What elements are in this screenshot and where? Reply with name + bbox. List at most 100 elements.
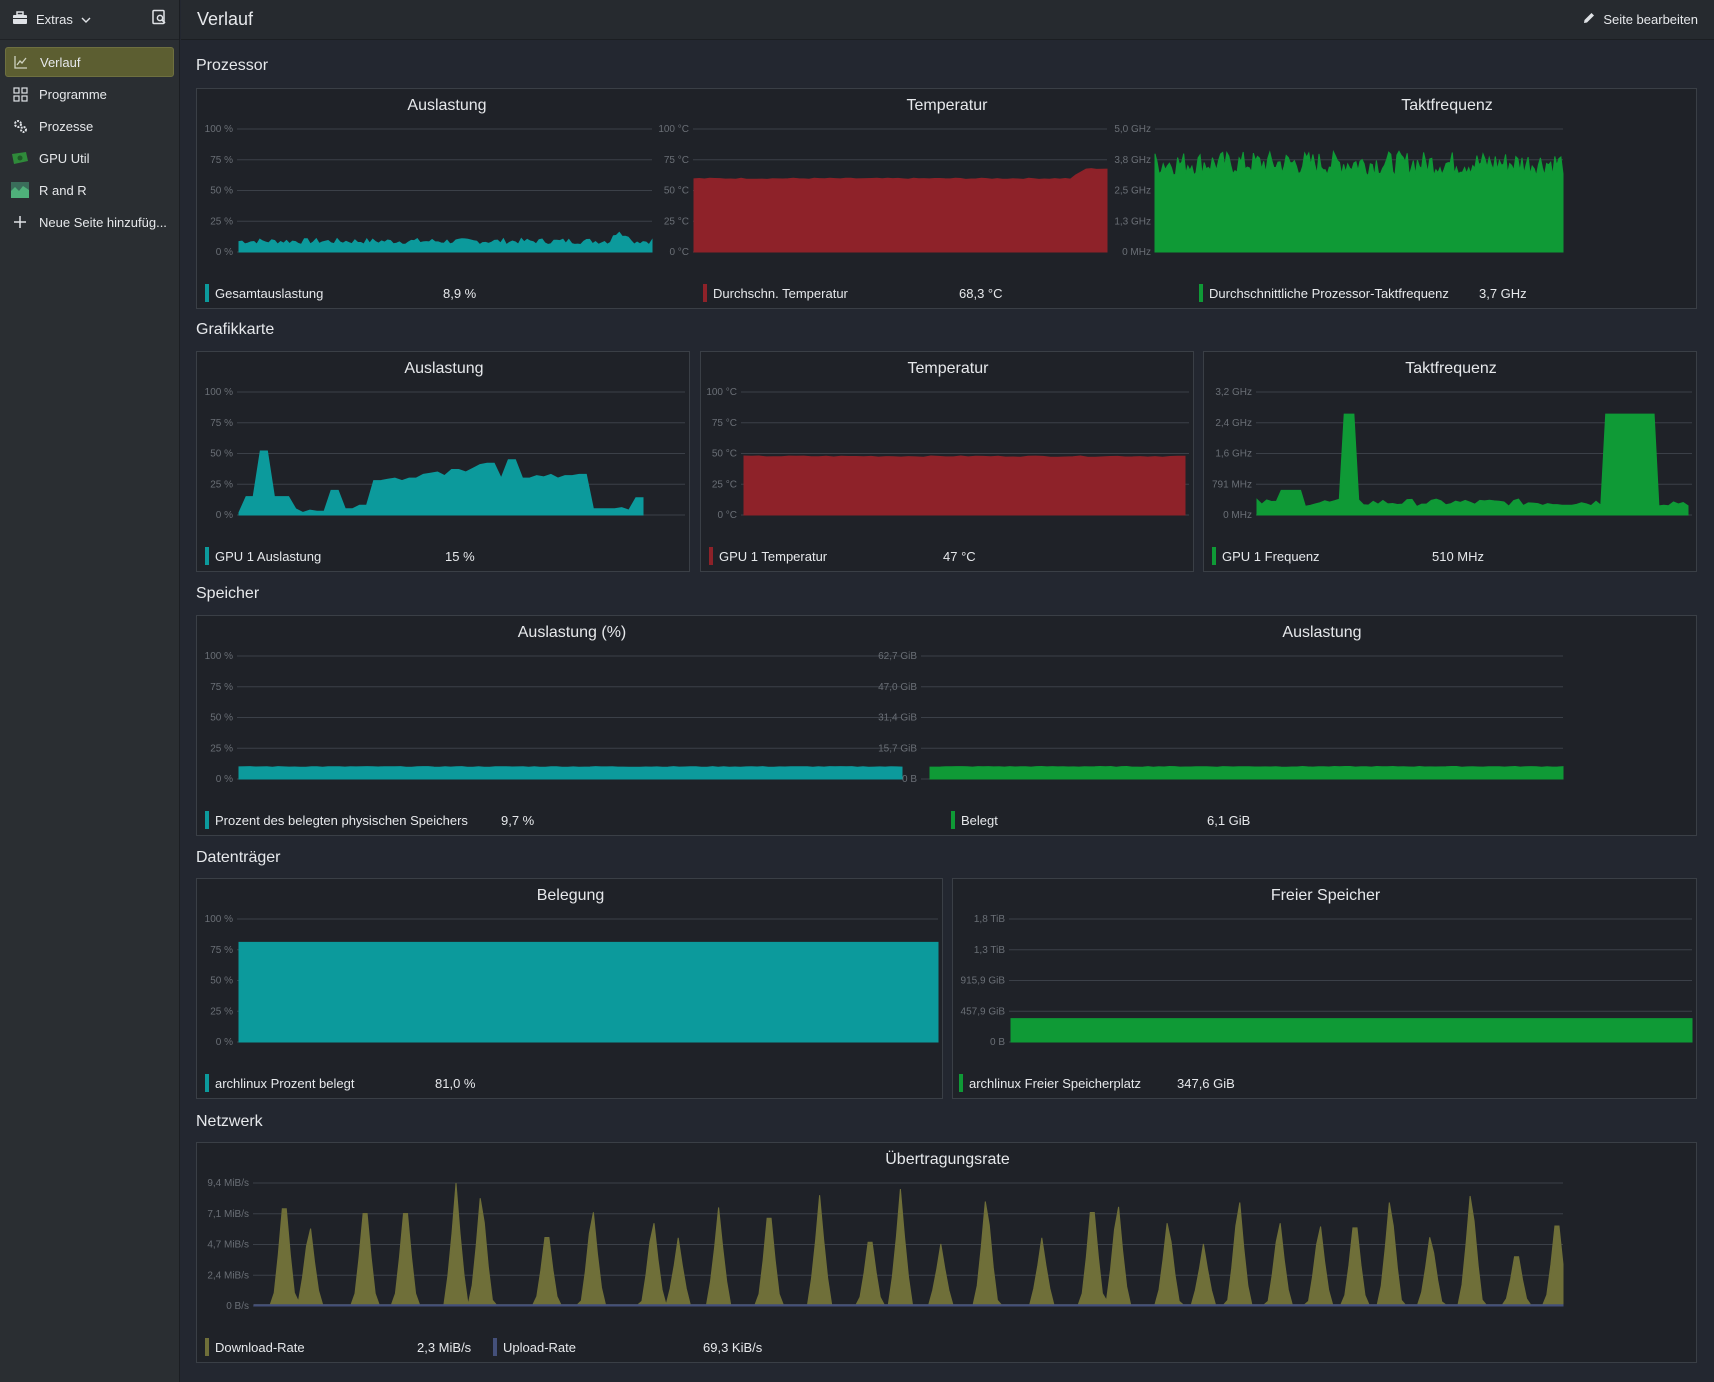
y-tick-label: 0 % [216,247,233,258]
sidebar-item-label: Prozesse [39,118,94,134]
y-tick-label: 25 °C [664,216,689,227]
edit-page-button[interactable]: Seite bearbeiten [1582,11,1698,28]
y-tick-label: 0 B/s [226,1301,249,1312]
cpu-temp-area [693,168,1108,253]
legend-swatch [1199,284,1203,302]
y-tick-label: 0 % [216,774,233,785]
cpu-freq-title: Taktfrequenz [1401,97,1493,114]
area-chart-icon [11,181,29,199]
legend-download: Download-Rate 2,3 MiB/s [205,1338,471,1356]
gpu-load-title: Auslastung [404,360,484,377]
section-title-grafikkarte: Grafikkarte [196,321,275,338]
sidebar-item-add-page[interactable]: Neue Seite hinzufüg... [5,207,174,237]
legend-value: 8,9 % [443,285,477,301]
legend-gpu-freq: GPU 1 Frequenz 510 MHz [1212,547,1484,565]
y-tick-label: 50 % [210,976,233,987]
cpu-load-title: Auslastung [407,97,487,114]
y-tick-label: 50 % [210,449,233,460]
y-tick-label: 50 % [210,186,233,197]
plus-icon [11,213,29,231]
legend-swatch [205,547,209,565]
sidebar-item-label: Verlauf [40,54,81,70]
sidebar-item-programme[interactable]: Programme [5,79,174,109]
y-tick-label: 3,2 GHz [1215,387,1252,398]
gpu-temp-area [743,455,1186,516]
mem-pct-title: Auslastung (%) [517,624,627,641]
y-tick-label: 25 % [210,216,233,227]
search-page-icon[interactable] [151,9,167,30]
legend-value: 3,7 GHz [1479,285,1527,301]
mem-abs-area [929,765,1564,780]
legend-value: 2,3 MiB/s [417,1339,472,1355]
y-tick-label: 0 % [216,510,233,521]
y-tick-label: 1,3 TiB [974,945,1005,956]
y-tick-label: 1,8 TiB [974,914,1005,925]
memory-panel: 100 % 75 % 50 % 25 % 0 % 62,7 GiB 47,0 GiB 31,4… [196,615,1697,836]
section-title-prozessor: Prozessor [196,57,269,74]
y-tick-label: 915,9 GiB [961,976,1006,987]
legend-swatch [205,1074,209,1092]
legend-swatch [493,1338,497,1356]
y-tick-label: 25 % [210,479,233,490]
sidebar-item-r-and-r[interactable]: R and R [5,175,174,205]
toolbox-icon [12,11,28,28]
mem-abs-title: Auslastung [1282,624,1362,641]
disk-free-title: Freier Speicher [1270,887,1381,904]
network-chart: 9,4 MiB/s 7,1 MiB/s 4,7 MiB/s 2,4 MiB/s 0 B/… [207,1178,1564,1312]
legend-cpu-freq: Durchschnittliche Prozessor-Taktfrequenz… [1199,284,1527,302]
y-tick-label: 0 B [990,1037,1005,1048]
y-tick-label: 1,3 GHz [1114,216,1151,227]
legend-label: Download-Rate [215,1339,305,1355]
disk-pct-title: Belegung [536,887,605,904]
legend-value: 510 MHz [1432,548,1485,564]
y-tick-label: 47,0 GiB [878,682,917,693]
y-tick-label: 75 °C [664,155,689,166]
sidebar-item-verlauf[interactable]: Verlauf [5,47,174,77]
y-tick-label: 50 °C [712,449,737,460]
legend-disk-pct: archlinux Prozent belegt 81,0 % [205,1074,475,1092]
legend-disk-free: archlinux Freier Speicherplatz 347,6 GiB [959,1074,1235,1092]
sidebar-item-prozesse[interactable]: Prozesse [5,111,174,141]
network-panel: 9,4 MiB/s 7,1 MiB/s 4,7 MiB/s 2,4 MiB/s 0 B/… [196,1142,1697,1363]
y-tick-label: 0 B [902,774,917,785]
sidebar-item-label: Neue Seite hinzufüg... [39,214,167,230]
y-tick-label: 7,1 MiB/s [207,1209,249,1220]
legend-label: Prozent des belegten physischen Speicher… [215,812,468,828]
cpu-freq-area [1154,150,1564,253]
sidebar-item-gpu-util[interactable]: GPU Util [5,143,174,173]
y-tick-label: 31,4 GiB [878,713,917,724]
page-header: Verlauf Seite bearbeiten [181,0,1714,40]
y-tick-label: 4,7 MiB/s [207,1240,249,1251]
y-tick-label: 25 % [210,1006,233,1017]
legend-upload: Upload-Rate 69,3 KiB/s [493,1338,762,1356]
upload-rate-area [253,1304,1564,1307]
cpu-panel: 100 % 75 % 50 % 25 % 0 % 100 °C 75 °C 50 °C 25 °… [196,88,1697,309]
sidebar-header: Extras [0,0,179,40]
disk-usage-panel: 100 % 75 % 50 % 25 % 0 % Belegung archlinux … [196,878,943,1099]
legend-swatch [205,811,209,829]
y-tick-label: 9,4 MiB/s [207,1178,249,1189]
legend-value: 69,3 KiB/s [703,1339,763,1355]
legend-gpu-load: GPU 1 Auslastung 15 % [205,547,475,565]
y-tick-label: 2,4 GHz [1215,418,1252,429]
y-tick-label: 0 MHz [1122,247,1151,258]
y-tick-label: 457,9 GiB [961,1006,1006,1017]
legend-label: archlinux Freier Speicherplatz [969,1075,1141,1091]
y-tick-label: 50 % [210,713,233,724]
disk-free-chart: 1,8 TiB 1,3 TiB 915,9 GiB 457,9 GiB 0 B [961,914,1693,1048]
chart-line-icon [12,53,30,71]
gpu-freq-title: Taktfrequenz [1405,360,1497,377]
gears-icon [11,117,29,135]
gpu-card-icon [11,149,29,167]
sidebar-item-label: R and R [39,182,87,198]
app-menu-button[interactable]: Extras [12,11,91,28]
legend-swatch [703,284,707,302]
legend-value: 15 % [445,548,475,564]
y-tick-label: 75 °C [712,418,737,429]
y-tick-label: 2,5 GHz [1114,186,1151,197]
sidebar-nav: Verlauf Programme Prozesse GPU Util R an… [0,40,179,237]
legend-label: GPU 1 Frequenz [1222,548,1320,564]
legend-value: 81,0 % [435,1075,476,1091]
legend-label: GPU 1 Temperatur [719,548,828,564]
y-tick-label: 15,7 GiB [878,743,917,754]
